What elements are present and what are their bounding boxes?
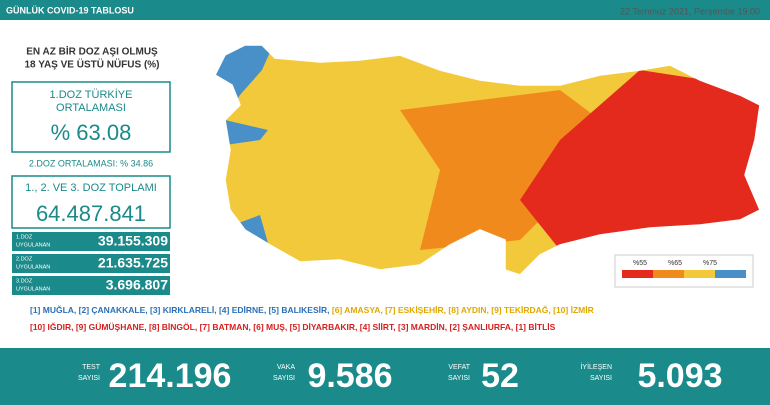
stat-label: SAYISI: [590, 375, 612, 382]
ranking-item: [10] IĞDIR,: [30, 321, 73, 332]
dose-label: UYGULANAN: [16, 286, 50, 292]
ranking-item: [6] AMASYA,: [332, 305, 383, 315]
total-label: 1., 2. VE 3. DOZ TOPLAMI: [25, 182, 157, 194]
ranking-item: [4] EDİRNE,: [219, 305, 266, 315]
ranking-item: [5] BALIKESİR,: [269, 305, 330, 315]
stat-label: İYİLEŞEN: [580, 362, 612, 371]
ranking-item: [6] MUŞ,: [253, 322, 287, 332]
stat-label: VAKA: [277, 364, 295, 371]
dose-value: 21.635.725: [98, 255, 168, 271]
dose-row: [12, 276, 170, 295]
dose2-avg: 2.DOZ ORTALAMASI: % 34.86: [29, 158, 153, 168]
ranking-item: [4] SİİRT,: [360, 322, 396, 332]
stat-value: 9.586: [307, 357, 392, 395]
dose-row: [12, 232, 170, 251]
dose-value: 3.696.807: [106, 277, 168, 293]
avg-box: [11, 81, 171, 153]
stat-label: SAYISI: [78, 375, 100, 382]
panel-title: 18 YAŞ VE ÜSTÜ NÜFUS (%): [24, 58, 159, 71]
ranking-item: [5] DİYARBAKIR,: [290, 322, 358, 332]
dose-label: 2.DOZ: [16, 256, 33, 262]
ranking-item: [8] BİNGÖL,: [149, 322, 197, 332]
map-legend-label: %55: [633, 260, 647, 267]
ranking-item: [9] GÜMÜŞHANE,: [76, 322, 147, 332]
total-box: [11, 175, 171, 229]
legend-swatch: [715, 270, 746, 278]
ranking-list: [1] MUĞLA, [2] ÇANAKKALE, [3] KIRKLARELİ…: [30, 304, 594, 315]
stat-value: 5.093: [637, 357, 722, 395]
map-legend-label: %65: [668, 260, 682, 267]
dose-label: 1.DOZ: [16, 234, 33, 240]
dose-label: UYGULANAN: [16, 264, 50, 270]
stat-label: VEFAT: [448, 364, 470, 371]
stat-label: SAYISI: [448, 375, 470, 382]
ranking-item: [8] AYDIN,: [448, 305, 488, 315]
legend-swatch: [653, 270, 684, 278]
legend-swatch: [684, 270, 715, 278]
dose-label: UYGULANAN: [16, 242, 50, 248]
ranking-item: [1] MUĞLA,: [30, 304, 76, 315]
header-date: 22 Temmuz 2021, Perşembe 19:00: [620, 6, 760, 16]
avg-value: % 63.08: [51, 120, 132, 145]
dose-row: [12, 254, 170, 273]
ranking-item: [10] İZMİR: [553, 305, 594, 315]
panel-title: EN AZ BİR DOZ AŞI OLMUŞ: [26, 45, 158, 58]
dose-label: 3.DOZ: [16, 278, 33, 284]
avg-label: 1.DOZ TÜRKİYE: [50, 88, 133, 101]
ranking-list: [10] IĞDIR, [9] GÜMÜŞHANE, [8] BİNGÖL, […: [30, 321, 556, 332]
ranking-item: [3] KIRKLARELİ,: [150, 305, 217, 315]
stat-value: 214.196: [109, 357, 232, 395]
avg-label: ORTALAMASI: [56, 102, 126, 114]
ranking-item: [1] BİTLİS: [516, 322, 556, 332]
dose-value: 39.155.309: [98, 233, 168, 249]
ranking-item: [9] TEKİRDAĞ,: [491, 304, 551, 315]
stat-label: TEST: [82, 364, 101, 371]
header-bar: [0, 0, 770, 20]
stat-value: 52: [481, 357, 519, 395]
ranking-item: [7] ESKİŞEHİR,: [385, 305, 446, 315]
header-title: GÜNLÜK COVID-19 TABLOSU: [6, 5, 134, 15]
legend-swatch: [622, 270, 653, 278]
stats-bar: [0, 348, 770, 405]
ranking-item: [7] BATMAN,: [200, 322, 251, 332]
stat-label: SAYISI: [273, 375, 295, 382]
map-legend-label: %75: [703, 260, 717, 267]
region: [520, 70, 760, 250]
ranking-item: [2] ÇANAKKALE,: [79, 305, 148, 315]
ranking-item: [2] ŞANLIURFA,: [450, 322, 514, 332]
total-value: 64.487.841: [36, 201, 146, 226]
ranking-item: [3] MARDİN,: [398, 322, 447, 332]
